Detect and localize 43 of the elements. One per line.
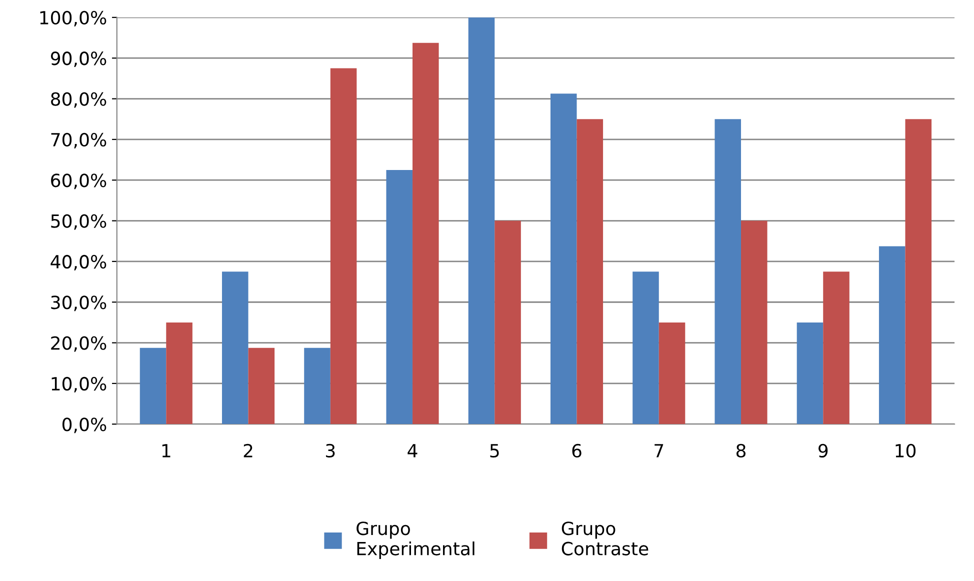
bar bbox=[741, 220, 768, 424]
y-tick-label: 50,0% bbox=[51, 214, 106, 230]
bar bbox=[878, 246, 906, 424]
bar bbox=[140, 348, 166, 424]
x-tick-label: 4 bbox=[408, 444, 418, 458]
bar bbox=[632, 272, 659, 424]
bar bbox=[658, 322, 686, 424]
bar bbox=[386, 170, 413, 424]
bar bbox=[222, 272, 248, 424]
bar bbox=[796, 322, 824, 424]
bar bbox=[905, 119, 932, 424]
legend-label: Grupo Experimental bbox=[356, 522, 474, 559]
bar bbox=[494, 220, 521, 424]
x-tick-label: 6 bbox=[572, 444, 582, 458]
x-tick-label: 9 bbox=[818, 444, 828, 458]
x-tick-label: 7 bbox=[654, 444, 664, 458]
bar bbox=[412, 42, 439, 424]
bar bbox=[330, 68, 357, 424]
y-tick-label: 90,0% bbox=[50, 52, 106, 68]
bar bbox=[166, 322, 192, 424]
y-tick-label: 40,0% bbox=[50, 254, 106, 270]
bar bbox=[714, 119, 742, 424]
x-tick-label: 8 bbox=[736, 444, 746, 458]
bar bbox=[823, 272, 850, 424]
bar bbox=[550, 94, 577, 424]
y-tick-label: 70,0% bbox=[51, 132, 106, 148]
x-tick-label: 3 bbox=[326, 444, 335, 458]
y-tick-label: 20,0% bbox=[51, 336, 106, 352]
bar bbox=[468, 17, 495, 424]
x-tick-label: 10 bbox=[896, 444, 916, 458]
y-tick-label: 60,0% bbox=[51, 174, 106, 190]
x-tick-label: 1 bbox=[162, 444, 170, 458]
y-tick-label: 100,0% bbox=[40, 10, 106, 26]
x-tick-label: 2 bbox=[244, 444, 252, 458]
bar bbox=[248, 348, 275, 424]
y-tick-label: 80,0% bbox=[51, 92, 106, 108]
legend-label: Grupo Contraste bbox=[562, 522, 648, 556]
bar bbox=[304, 348, 330, 424]
y-tick-label: 0,0% bbox=[62, 418, 106, 434]
y-tick-label: 10,0% bbox=[52, 376, 106, 392]
bar bbox=[576, 119, 604, 424]
x-tick-label: 5 bbox=[490, 444, 499, 458]
y-tick-label: 30,0% bbox=[51, 296, 106, 312]
